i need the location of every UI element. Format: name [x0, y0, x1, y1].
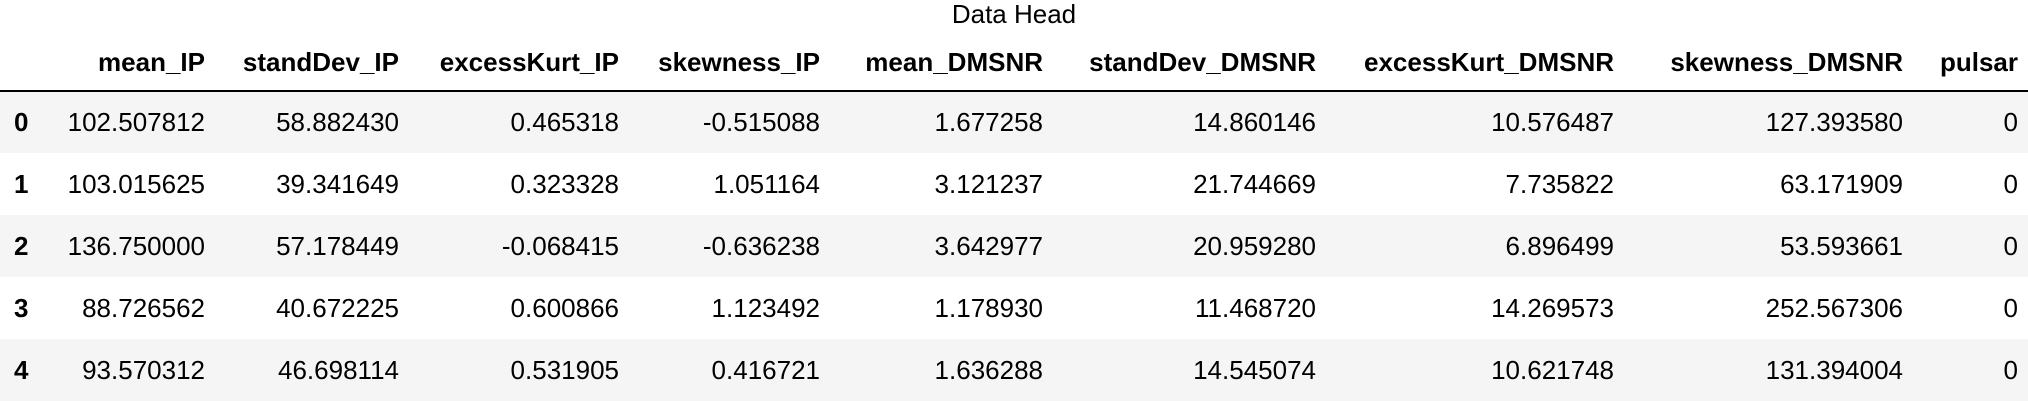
data-table: mean_IP standDev_IP excessKurt_IP skewne…: [0, 35, 2028, 401]
table-row: 1 103.015625 39.341649 0.323328 1.051164…: [0, 153, 2028, 215]
table-cell: 14.269573: [1491, 292, 1614, 323]
table-cell: 14.860146: [1193, 107, 1316, 137]
table-caption: Data Head: [951, 0, 1077, 29]
table-cell: 103.015625: [67, 168, 205, 199]
table-cell: 1.636288: [934, 354, 1043, 385]
table-cell: 1.051164: [713, 168, 820, 199]
table-cell: 127.393580: [1765, 107, 1903, 137]
table-cell: 10.576487: [1491, 107, 1614, 137]
table-cell: 14.545074: [1193, 354, 1316, 385]
row-index: 2: [14, 230, 29, 261]
table-cell: 39.341649: [276, 168, 399, 199]
table-cell: 21.744669: [1193, 168, 1316, 199]
row-index: 4: [14, 354, 29, 385]
table-cell: 0.323328: [510, 168, 619, 199]
table-cell: 0: [2003, 292, 2018, 323]
column-header-pulsar: pulsar: [1913, 35, 2028, 92]
column-header-mean-ip: mean_IP: [48, 35, 215, 92]
table-cell: 0: [2003, 168, 2018, 199]
column-header-excesskurt-ip: excessKurt_IP: [409, 35, 629, 92]
table-cell: 3.642977: [934, 230, 1043, 261]
table-body: 0 102.507812 58.882430 0.465318 -0.51508…: [0, 91, 2028, 401]
table-cell: 58.882430: [276, 107, 399, 137]
table-cell: 0.416721: [711, 354, 820, 385]
table-cell: 1.178930: [934, 292, 1043, 323]
column-header-mean-dmsnr: mean_DMSNR: [830, 35, 1053, 92]
table-cell: 0.531905: [510, 354, 619, 385]
index-header: [0, 35, 48, 92]
table-cell: 88.726562: [82, 292, 205, 323]
row-index: 0: [14, 107, 29, 137]
table-row: 3 88.726562 40.672225 0.600866 1.123492 …: [0, 277, 2028, 339]
table-cell: -0.515088: [702, 107, 820, 137]
table-cell: 40.672225: [276, 292, 399, 323]
table-cell: 0.465318: [510, 107, 619, 137]
table-header: mean_IP standDev_IP excessKurt_IP skewne…: [0, 35, 2028, 92]
table-cell: 0: [2003, 354, 2018, 385]
table-cell: 6.896499: [1505, 230, 1614, 261]
table-cell: 10.621748: [1491, 354, 1614, 385]
table-cell: 102.507812: [67, 107, 205, 137]
table-cell: 136.750000: [67, 230, 205, 261]
table-cell: 3.121237: [934, 168, 1043, 199]
table-cell: 0.600866: [510, 292, 619, 323]
table-cell: 11.468720: [1195, 292, 1316, 323]
table-row: 4 93.570312 46.698114 0.531905 0.416721 …: [0, 339, 2028, 401]
table-cell: 131.394004: [1765, 354, 1903, 385]
table-cell: -0.636238: [702, 230, 820, 261]
row-index: 1: [14, 168, 29, 199]
column-header-skewness-dmsnr: skewness_DMSNR: [1624, 35, 1913, 92]
table-row: 0 102.507812 58.882430 0.465318 -0.51508…: [0, 91, 2028, 153]
table-cell: 252.567306: [1765, 292, 1903, 323]
table-cell: 46.698114: [278, 354, 399, 385]
column-header-standdev-dmsnr: standDev_DMSNR: [1053, 35, 1326, 92]
table-cell: 7.735822: [1505, 168, 1614, 199]
row-index: 3: [14, 292, 29, 323]
table-cell: 53.593661: [1780, 230, 1903, 261]
header-row: mean_IP standDev_IP excessKurt_IP skewne…: [0, 35, 2028, 92]
column-header-standdev-ip: standDev_IP: [215, 35, 409, 92]
table-cell: 1.123492: [711, 292, 820, 323]
table-cell: 20.959280: [1193, 230, 1316, 261]
table-cell: 1.677258: [934, 107, 1043, 137]
table-cell: 0: [2003, 230, 2018, 261]
column-header-excesskurt-dmsnr: excessKurt_DMSNR: [1326, 35, 1624, 92]
table-cell: 63.171909: [1780, 168, 1903, 199]
column-header-skewness-ip: skewness_IP: [629, 35, 830, 92]
table-cell: 0: [2003, 107, 2018, 137]
table-cell: 93.570312: [82, 354, 205, 385]
table-row: 2 136.750000 57.178449 -0.068415 -0.6362…: [0, 215, 2028, 277]
table-cell: 57.178449: [276, 230, 399, 261]
table-cell: -0.068415: [501, 230, 619, 261]
